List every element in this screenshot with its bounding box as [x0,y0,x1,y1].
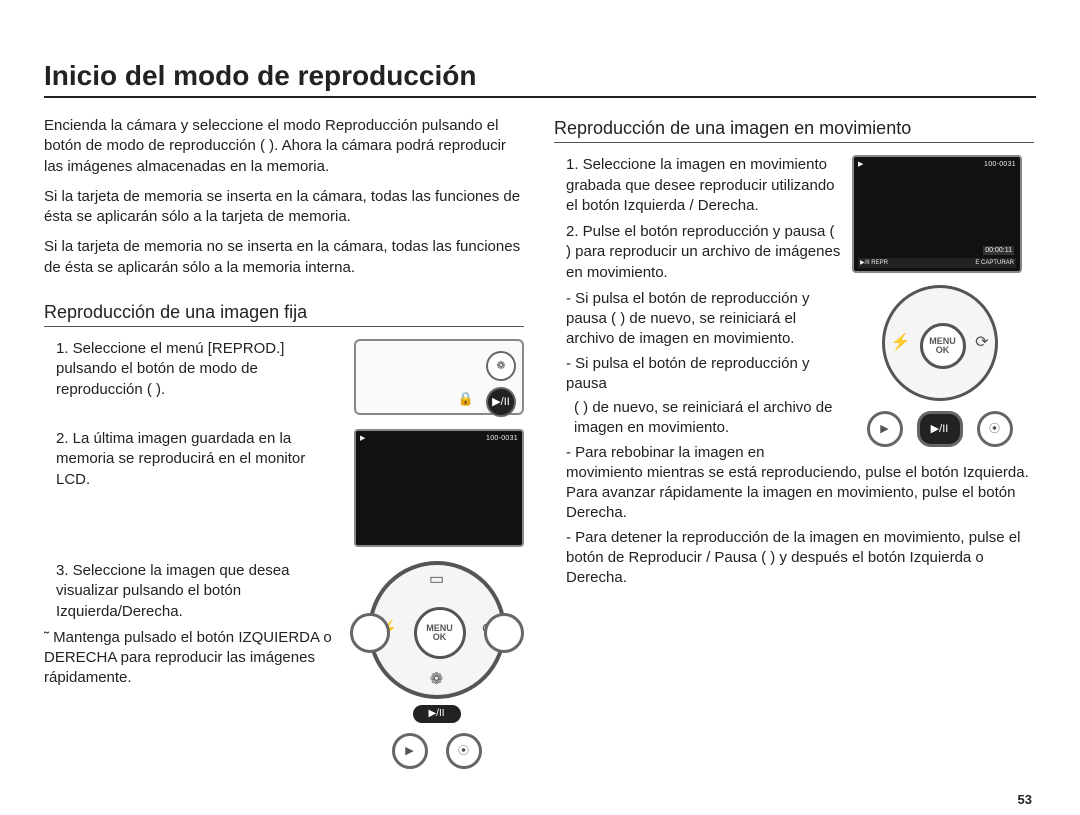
still-step-2: 2. La última imagen guardada en la memor… [44,429,524,547]
flash-icon: ⚡ [891,333,911,355]
still-tip: ˜ Mantenga pulsado el botón IZQUIERDA o … [44,628,335,689]
flower-icon: ❁ [486,351,516,381]
lock-icon: 🔒 [458,390,474,408]
intro-block: Encienda la cámara y seleccione el modo … [44,116,524,278]
movie-heading: Reproducción de una imagen en movimiento [554,116,1034,143]
playback-icon: ▶ [858,160,864,169]
still-image-heading: Reproducción de una imagen fija [44,300,524,327]
page-number: 53 [1018,792,1032,807]
playpause-pill: ▶/II [413,705,461,723]
playback-icon: ▶ [360,434,366,443]
intro-p3: Si la tarjeta de memoria no se inserta e… [44,237,524,278]
still-step-3-text: 3. Seleccione la imagen que desea visual… [44,561,335,622]
menu-ok-button: MENU OK [414,607,466,659]
right-side-button [484,613,524,653]
disp-icon: ▭ [429,569,444,591]
file-counter: 100-0031 [486,434,518,443]
self-timer-icon: ⟳ [975,333,988,355]
movie-sub-3: - Para rebobinar la imagen en movimiento… [554,443,1034,524]
camera-back-figure: 🔒 ❁ ▶/II [354,339,524,415]
nav-wheel-figure-left: ▭ ❁ ⚡ ⟳ MENU OK ▶/II [349,561,524,769]
left-side-button [350,613,390,653]
movie-figures: ▶ 100-0031 00:00:11 ▶/II REPR E CAPTURAR… [852,155,1034,447]
still-step-2-text: 2. La última imagen guardada en la memor… [44,429,340,490]
right-column: Reproducción de una imagen en movimiento… [554,116,1034,783]
intro-p1: Encienda la cámara y seleccione el modo … [44,116,524,177]
playpause-pill: ▶/II [917,411,963,447]
intro-p2: Si la tarjeta de memoria se inserta en l… [44,187,524,228]
left-column: Encienda la cámara y seleccione el modo … [44,116,524,783]
lcd-viewer: ▶ 100-0031 [354,429,524,547]
repr-label: ▶/II REPR [860,259,888,267]
still-step-1-text: 1. Seleccione el menú [REPROD.] pulsando… [44,339,340,400]
movie-steps: ▶ 100-0031 00:00:11 ▶/II REPR E CAPTURAR… [554,155,1034,592]
menu-ok-button: MENU OK [920,323,966,369]
target-button-icon: ⦿ [446,733,482,769]
capture-label: E CAPTURAR [975,259,1014,267]
movie-timer: 00:00:11 [983,246,1014,255]
still-step-1: 1. Seleccione el menú [REPROD.] pulsando… [44,339,524,415]
page-title: Inicio del modo de reproducción [44,60,1036,98]
play-button-icon: ▶ [867,411,903,447]
macro-icon: ❁ [430,669,443,691]
play-button-icon: ▶ [392,733,428,769]
movie-sub-4: - Para detener la reproducción de la ima… [554,528,1034,589]
still-step-3: 3. Seleccione la imagen que desea visual… [44,561,524,769]
movie-lcd: ▶ 100-0031 00:00:11 ▶/II REPR E CAPTURAR [852,155,1022,273]
playpause-icon: ▶/II [486,387,516,417]
file-counter: 100-0031 [984,160,1016,169]
nav-wheel-figure-right: ⚡ ⟳ MENU OK ▶ ▶/II ⦿ [852,285,1027,447]
target-button-icon: ⦿ [977,411,1013,447]
